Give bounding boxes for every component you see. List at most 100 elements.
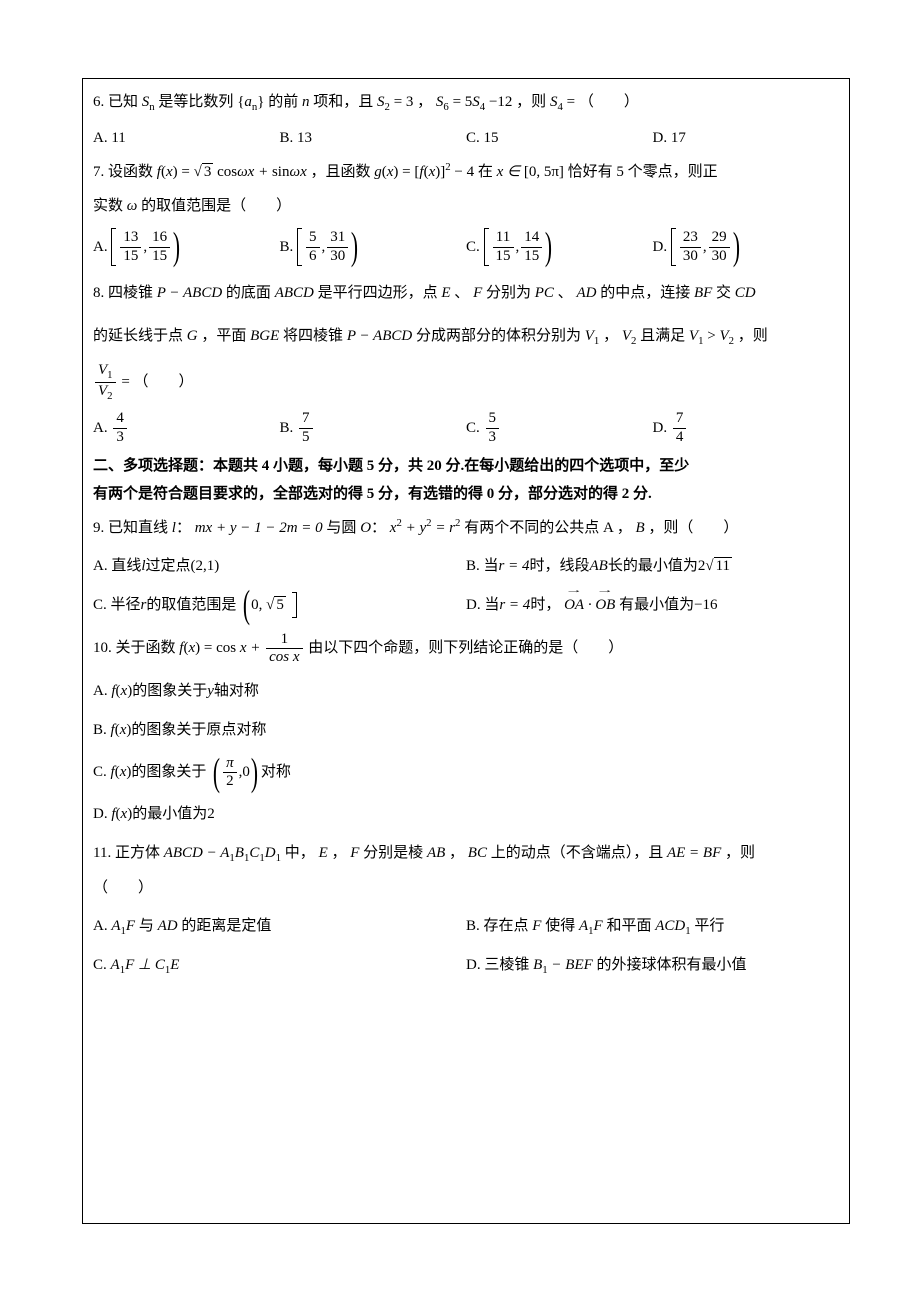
ad1: 15 xyxy=(120,248,141,265)
9bb: 时，线段 xyxy=(529,558,589,574)
q11-line2: （ ） xyxy=(93,873,839,903)
q11-opt-a[interactable]: A. A1F 与 AD 的距离是定值 xyxy=(93,907,466,946)
10pc: C. xyxy=(93,764,107,780)
11g: （ ） xyxy=(93,880,153,896)
11caf: A xyxy=(111,957,120,973)
q9s2: 2 xyxy=(426,517,431,529)
s2s: 2 xyxy=(385,101,390,113)
10cn: π xyxy=(223,755,237,773)
9dr: r = 4 xyxy=(499,597,530,613)
section-2-heading: 二、多项选择题：本题共 4 小题，每小题 5 分，共 20 分.在每小题给出的四… xyxy=(93,452,839,509)
10ay: y xyxy=(207,683,214,699)
q10-opt-b[interactable]: B. f(x)的图象关于原点对称 xyxy=(93,711,839,750)
q7-opt-b[interactable]: B. 56,3130) xyxy=(280,225,467,270)
sub-n: n xyxy=(149,101,154,113)
la: A. xyxy=(93,239,108,255)
q8-opt-c[interactable]: C. 53 xyxy=(466,409,653,448)
9aa: A. 直线 xyxy=(93,558,141,574)
q82b: ，平面 xyxy=(201,328,246,344)
ir: 5π xyxy=(544,164,559,180)
9cl: 0 xyxy=(251,597,259,613)
11baf: A xyxy=(579,918,588,934)
8cd: 3 xyxy=(486,429,500,446)
q9-opt-a[interactable]: A. 直线l过定点(2,1) xyxy=(93,547,466,586)
s2l: S xyxy=(377,94,385,110)
q9-opt-c[interactable]: C. 半径r的取值范围是 (0, √5 xyxy=(93,586,466,625)
q6-opt-d[interactable]: D. 17 xyxy=(653,123,840,153)
8bn: 7 xyxy=(299,410,313,428)
q8-opt-b[interactable]: B. 75 xyxy=(280,409,467,448)
q10b: 由以下四个命题，则下列结论正确的是（ ） xyxy=(308,640,623,656)
sym-n: n xyxy=(302,94,310,110)
lc: C. xyxy=(466,239,480,255)
q6-opt-b[interactable]: B. 13 xyxy=(280,123,467,153)
q6-t3: 的前 xyxy=(268,94,298,110)
q6-c1: ， xyxy=(417,94,432,110)
om2: ω xyxy=(289,164,300,180)
q10-opt-c[interactable]: C. f(x)的图象关于 (π2,0)对称 xyxy=(93,750,839,795)
bd1: 6 xyxy=(306,248,320,265)
11ds: 1 xyxy=(542,964,547,976)
q8-line3: V1V2 = （ ） xyxy=(93,360,839,405)
q82g: ，则 xyxy=(738,328,768,344)
bge: BGE xyxy=(250,328,279,344)
11cf: F ⊥ C xyxy=(125,957,165,973)
11c: ABCD − A xyxy=(164,845,230,861)
q9-opt-b[interactable]: B. 当r = 4时，线段AB长的最小值为2√11 xyxy=(466,547,839,586)
v1b: V xyxy=(689,328,698,344)
q9a: 9. 已知直线 xyxy=(93,520,168,536)
q6-t4: 项和，且 xyxy=(313,94,373,110)
feq: = xyxy=(121,374,129,390)
q82f: 且满足 xyxy=(640,328,685,344)
q9e1: mx + y − 1 − 2m = 0 xyxy=(195,520,323,536)
v2: V xyxy=(622,328,631,344)
q10-opt-a[interactable]: A. f(x)的图象关于y轴对称 xyxy=(93,672,839,711)
v1: V xyxy=(585,328,594,344)
10pd: D. xyxy=(93,806,108,822)
10eq: = cos xyxy=(204,640,236,656)
q11-opt-d[interactable]: D. 三棱锥 B1 − BEF 的外接球体积有最小值 xyxy=(466,946,839,985)
11ab: AB xyxy=(427,845,445,861)
s6m: = 5 xyxy=(453,94,473,110)
q7-opt-c[interactable]: C. 1115,1415) xyxy=(466,225,653,270)
8bd: 5 xyxy=(299,429,313,446)
q8d: 、 xyxy=(454,285,469,301)
eq: = xyxy=(181,164,193,180)
q9b: 与圆 xyxy=(326,520,356,536)
q6-opt-c[interactable]: C. 15 xyxy=(466,123,653,153)
8an: 4 xyxy=(113,410,127,428)
11db: 的外接球体积有最小值 xyxy=(597,957,747,973)
q11-opt-c[interactable]: C. A1F ⊥ C1E xyxy=(93,946,466,985)
8lc: C. xyxy=(466,420,480,436)
11a: 11. 正方体 xyxy=(93,845,160,861)
cos: cos xyxy=(217,164,237,180)
10cr: ,0 xyxy=(239,764,250,780)
q11-opt-b[interactable]: B. 存在点 F 使得 A1F 和平面 ACD1 平行 xyxy=(466,907,839,946)
q82a: 的延长线于点 xyxy=(93,328,183,344)
q10-opt-d[interactable]: D. f(x)的最小值为2 xyxy=(93,795,839,834)
q9-opt-d[interactable]: D. 当r = 4时， OA · OB 有最小值为−16 xyxy=(466,586,839,625)
10cd: 2 xyxy=(223,773,237,790)
q7-t3: 恰好有 5 个零点，则正 xyxy=(568,164,718,180)
q8-opt-a[interactable]: A. 43 xyxy=(93,409,280,448)
bn1: 5 xyxy=(306,229,320,247)
question-11: 11. 正方体 ABCD − A1B1C1D1 中， E ， F 分别是棱 AB… xyxy=(93,838,839,870)
10ab: 轴对称 xyxy=(214,683,259,699)
q9c: ： xyxy=(176,520,191,536)
9dob: OB xyxy=(595,586,615,625)
q8-opt-d[interactable]: D. 74 xyxy=(653,409,840,448)
8ad: 3 xyxy=(113,429,127,446)
q7-opt-d[interactable]: D. 2330,2930) xyxy=(653,225,840,270)
11c1: C xyxy=(249,845,259,861)
9apt: (2,1) xyxy=(191,558,220,574)
11bs2: 1 xyxy=(685,925,690,937)
10pa: A. xyxy=(93,683,108,699)
F: F xyxy=(473,285,482,301)
9dc: 有最小值为 xyxy=(619,597,694,613)
q11-options: A. A1F 与 AD 的距离是定值 B. 存在点 F 使得 A1F 和平面 A… xyxy=(93,907,839,985)
q7-opt-a[interactable]: A. 1315,1615) xyxy=(93,225,280,270)
q6-opt-a[interactable]: A. 11 xyxy=(93,123,280,153)
8la: A. xyxy=(93,420,108,436)
question-6: 6. 已知 Sn 是等比数列 {an} 的前 n 项和，且 S2 = 3 ， S… xyxy=(93,87,839,119)
E: E xyxy=(441,285,450,301)
